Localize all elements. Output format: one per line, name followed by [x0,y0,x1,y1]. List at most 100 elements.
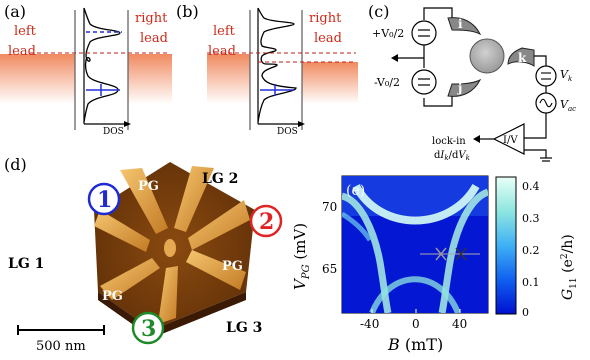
colorbar-tick: 0 [522,306,529,319]
y-axis-label: VPG (mV) [291,223,312,290]
right-lead-fill [302,62,358,104]
lead-circle-1-text: 1 [97,187,112,213]
vk-source [535,65,557,87]
amp-ground-wire [524,149,547,158]
x-tick-label: -40 [360,317,379,331]
left-lead-line2: lead [8,44,36,59]
panel-b: (b) DOS left lead right lead [176,2,358,137]
panel-a: (a) DOS left lead right lead [0,2,172,137]
lead-circle-1 [87,182,121,216]
right-lead-label: right lead [309,11,345,46]
panel-b-label: (b) [176,2,199,21]
vk-label: Vk [560,68,572,83]
gate-ridge [94,210,150,252]
lead-circle-2-text: 2 [259,209,274,235]
panel-d: (d) PG PG PG LG 1 LG 2 LG 3 1 2 3 500 nm [4,155,283,354]
pg-label-right: PG [222,259,243,274]
right-lead-line1: right [309,11,342,26]
dos-arrowhead [124,121,131,127]
gate-ridge [188,200,250,250]
colorbar-tick: 0.4 [522,180,540,193]
gate-ridge [186,250,246,290]
vac-label: Vac [560,98,576,113]
right-lead-line2: lead [314,31,342,46]
circuit-wire-top [423,7,453,20]
lockin-arrow [473,135,480,143]
sine-icon [539,98,553,108]
circuit-wire-right [534,55,547,66]
lead-circle-3-text: 3 [141,316,156,342]
panel-a-label: (a) [4,2,26,21]
right-lead-line2: lead [140,31,168,46]
x-tick-label: 40 [452,317,467,331]
pg-label-bottom: PG [102,289,123,304]
left-lead-fill [0,54,75,104]
dos-curve [83,7,121,123]
dos-curve [257,7,297,123]
lead-circle-3 [131,311,165,345]
colorbar-tick: 0.2 [522,244,540,257]
right-lead-label: right lead [135,11,171,46]
circuit-wire-bottom [423,96,453,107]
voltage-source-bottom [411,69,437,95]
left-lead-line2: lead [208,44,236,59]
amplifier-label: I/V [503,135,518,146]
dos-label: DOS [103,127,124,137]
colorbar-tick: 0.3 [522,212,540,225]
dos-label: DOS [277,127,298,137]
heatmap-ring-bottom [369,276,461,313]
gate-ridge [174,166,214,232]
pg-label-top: PG [138,179,159,194]
quantum-dot [469,38,505,74]
lead-i-label: i [458,17,463,31]
colorbar [495,176,517,315]
left-lead-line1: left [14,24,37,39]
heatmap-arc-left [342,192,392,313]
scale-bar-label: 500 nm [36,339,86,354]
afm-substrate-side [98,292,246,338]
heatmap-ridge-left [342,211,373,242]
panel-c-label: (c) [368,2,389,21]
panel-c: (c) +V₀/2 -V₀/2 i j k Vk Vac [368,2,576,162]
lead-k [507,47,535,67]
heatmap-arc-right [438,188,488,313]
lg-label-3: LG 3 [226,320,262,336]
heatmap-content [342,176,488,313]
lead-i [447,17,482,36]
lead-j [447,78,482,97]
iv-amplifier [492,123,525,155]
y-tick-label: 70 [322,200,337,214]
colorbar-label: G11 (e2/h) [560,234,579,300]
right-lead-fill [128,54,172,104]
gate-ridge [100,258,160,300]
dos-arrowhead [298,121,305,127]
lockin-label-1: lock-in [432,136,466,147]
lead-j-label: j [457,81,462,95]
x-tick-label: 0 [412,317,420,331]
left-lead-fill [207,54,250,104]
circuit-wire-right-3 [524,113,547,139]
left-lead-label: left lead [8,24,40,59]
source-top-label: +V₀/2 [372,27,404,40]
x-marker [455,247,467,261]
panel-d-label: (d) [4,155,27,174]
center-dot-bump [164,239,176,257]
source-bottom-label: -V₀/2 [374,76,400,89]
lg-label-2: LG 2 [202,171,238,187]
voltage-source-top [411,20,437,46]
colorbar-tick: 0.1 [522,276,540,289]
heatmap-arc-top [352,183,480,225]
ground-arrow [391,54,398,62]
x-axis-label: B (mT) [387,335,443,354]
left-lead-line1: left [213,24,236,39]
panel-e-label: (e) [346,183,365,199]
gate-ridge [158,266,178,324]
x-marker [435,247,447,261]
panel-e: (e) -40 0 40 70 65 B (mT) VPG (mV) 0.4 0… [291,175,579,354]
left-lead-label: left lead [208,24,239,59]
lockin-label-2: dIk/dVk [434,150,470,162]
lead-k-label: k [518,51,527,65]
y-tick-label: 65 [322,262,337,276]
gate-ridge [120,168,168,234]
